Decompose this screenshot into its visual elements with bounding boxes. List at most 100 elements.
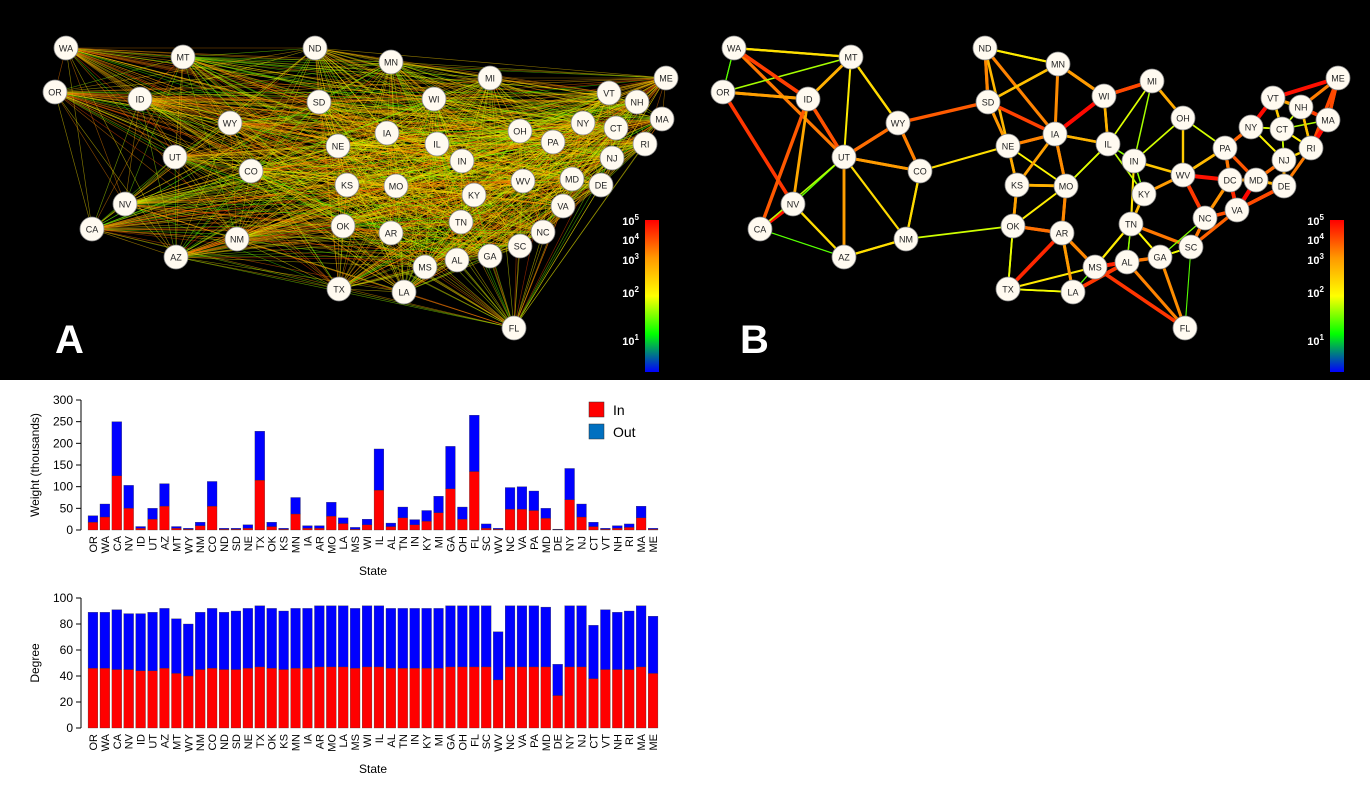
network-edge	[850, 56, 899, 124]
network-edge	[229, 122, 521, 132]
node-circle	[127, 86, 153, 112]
network-edge	[338, 194, 475, 290]
x-tick-label: AZ	[159, 734, 171, 748]
network-edge	[139, 77, 667, 100]
bar-in	[397, 517, 408, 531]
bar-out	[230, 610, 241, 670]
network-edge	[174, 47, 316, 158]
bar-out	[350, 527, 361, 530]
node-circle	[238, 158, 264, 184]
bar-in	[445, 488, 456, 531]
node-mn: MN	[378, 49, 404, 75]
network-edge	[54, 91, 93, 230]
network-edge	[54, 91, 176, 158]
node-circle	[747, 216, 773, 242]
node-circle	[1224, 197, 1250, 223]
node-ms: MS	[1082, 254, 1108, 280]
node-circle	[378, 49, 404, 75]
node-circle	[112, 191, 138, 217]
network-edge	[318, 101, 584, 124]
y-tick-label: 80	[60, 617, 74, 631]
node-ma: MA	[649, 106, 675, 132]
network-edge	[314, 47, 667, 79]
bar-in	[278, 669, 289, 729]
network-edge	[403, 255, 491, 293]
node-label: IL	[433, 140, 441, 150]
bar-in	[338, 523, 349, 531]
node-az: AZ	[831, 244, 857, 270]
bar-in	[314, 528, 325, 531]
bar-in	[123, 508, 134, 531]
network-edge	[91, 228, 515, 329]
node-label: UT	[169, 153, 181, 163]
node-wy: WY	[217, 110, 243, 136]
node-circle	[653, 65, 679, 91]
node-circle	[1271, 147, 1297, 173]
y-tick-label: 250	[53, 415, 73, 429]
bar-out	[445, 605, 456, 668]
node-label: AL	[1121, 258, 1132, 268]
node-label: KS	[341, 181, 353, 191]
node-label: WV	[1176, 171, 1191, 181]
bar-in	[135, 528, 146, 531]
bar-out	[409, 519, 420, 525]
node-circle	[1325, 65, 1351, 91]
bar-out	[326, 605, 337, 668]
bar-out	[481, 605, 492, 668]
bar-out	[266, 608, 277, 669]
node-nc: NC	[530, 219, 556, 245]
node-circle	[624, 89, 650, 115]
y-tick-label: 20	[60, 695, 74, 709]
x-tick-label: MD	[541, 734, 553, 751]
x-tick-label: SC	[481, 536, 493, 551]
x-tick-label: AL	[386, 734, 398, 747]
node-circle	[893, 226, 919, 252]
x-tick-label: DE	[553, 536, 565, 551]
network-edge	[843, 155, 921, 173]
node-label: MO	[389, 182, 404, 192]
bar-in	[266, 668, 277, 729]
node-tx: TX	[326, 276, 352, 302]
bar-out	[588, 522, 599, 527]
node-mi: MI	[477, 65, 503, 91]
panel-label-a: A	[55, 318, 84, 362]
node-circle	[53, 35, 79, 61]
network-edge	[91, 221, 462, 230]
node-circle	[1049, 220, 1075, 246]
node-circle	[325, 133, 351, 159]
network-graph-b: WA MT ND MN ME OR ID MI WI VT NH MA WY SD OH NY CT RI IA NE…	[710, 35, 1351, 372]
node-va: VA	[1224, 197, 1250, 223]
x-tick-label: NH	[612, 536, 624, 552]
node-label: ID	[136, 95, 146, 105]
network-edge	[174, 98, 435, 158]
bar-in	[433, 668, 444, 729]
bar-out	[600, 609, 611, 670]
bar-in	[99, 516, 110, 531]
node-label: SC	[514, 242, 527, 252]
bar-out	[516, 486, 527, 510]
y-tick-label: 60	[60, 643, 74, 657]
node-co: CO	[238, 158, 264, 184]
node-sd: SD	[306, 89, 332, 115]
network-edge	[54, 91, 438, 145]
node-label: MT	[845, 53, 858, 63]
bar-in	[159, 668, 170, 729]
bar-out	[612, 525, 623, 529]
node-va: VA	[550, 193, 576, 219]
node-layer: WA MT ND MN ME OR ID MI WI VT NH MA WY SD OH NY CT RI IA NE…	[710, 35, 1351, 341]
network-edge	[314, 47, 435, 100]
bar-in	[302, 668, 313, 729]
node-ok: OK	[1000, 213, 1026, 239]
x-tick-label: MI	[434, 536, 446, 548]
network-edge	[983, 47, 1057, 135]
network-edge	[182, 56, 392, 63]
bars	[87, 605, 659, 729]
x-tick-label: NC	[505, 734, 517, 750]
node-circle	[1000, 213, 1026, 239]
network-edge	[390, 232, 515, 329]
network-edge	[175, 232, 392, 258]
node-label: RI	[1307, 144, 1316, 154]
network-edge	[91, 228, 405, 293]
network-edge	[250, 160, 463, 172]
node-circle	[1192, 205, 1218, 231]
